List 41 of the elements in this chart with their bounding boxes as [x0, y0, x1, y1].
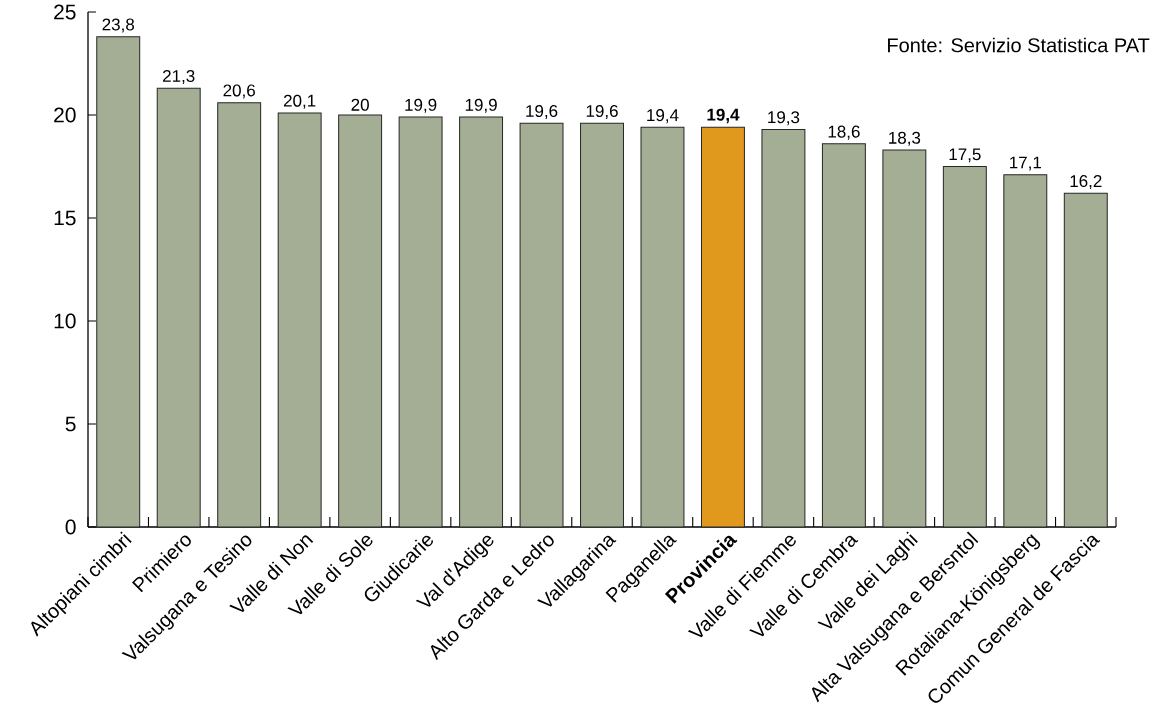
bar [96, 36, 141, 528]
data-label: 17,1 [1010, 156, 1042, 171]
bar [761, 128, 806, 528]
y-tick-label: 20 [54, 107, 76, 123]
data-label: 18,3 [889, 131, 921, 146]
bar [640, 126, 685, 528]
bar [1003, 174, 1048, 528]
data-label: 19,9 [465, 98, 497, 113]
y-tick-label: 5 [65, 416, 76, 432]
data-label: 23,8 [102, 18, 135, 33]
bar [338, 114, 383, 528]
bar [519, 122, 564, 528]
y-tick-label: 10 [54, 313, 76, 329]
data-label: 19,4 [647, 109, 679, 124]
bar [277, 112, 322, 528]
y-tick-label: 0 [65, 519, 76, 535]
data-label: 19,3 [768, 111, 800, 126]
annotation: Fonte: Servizio Statistica PAT [888, 37, 1150, 53]
data-label: 20 [351, 98, 369, 111]
bar [459, 116, 504, 528]
y-tick-label: 25 [54, 4, 76, 20]
data-label: 18,6 [828, 125, 860, 140]
data-label: 16,2 [1070, 175, 1102, 190]
bar [942, 166, 987, 528]
data-label: 19,4 [707, 108, 740, 124]
bar [1063, 192, 1108, 528]
data-label: 17,5 [949, 148, 981, 163]
data-label: 19,9 [405, 98, 437, 113]
bar [580, 122, 624, 528]
data-label: 21,3 [163, 69, 195, 85]
data-label: 19,6 [526, 104, 558, 120]
bar [217, 102, 262, 528]
data-label: 20,1 [283, 94, 316, 109]
data-label: 19,6 [586, 104, 618, 120]
data-label: 20,6 [223, 84, 255, 99]
bar [700, 126, 745, 528]
bar [156, 87, 201, 528]
bar [882, 149, 927, 528]
bar [398, 116, 443, 528]
y-tick-label: 15 [54, 210, 76, 226]
bar [821, 143, 866, 528]
